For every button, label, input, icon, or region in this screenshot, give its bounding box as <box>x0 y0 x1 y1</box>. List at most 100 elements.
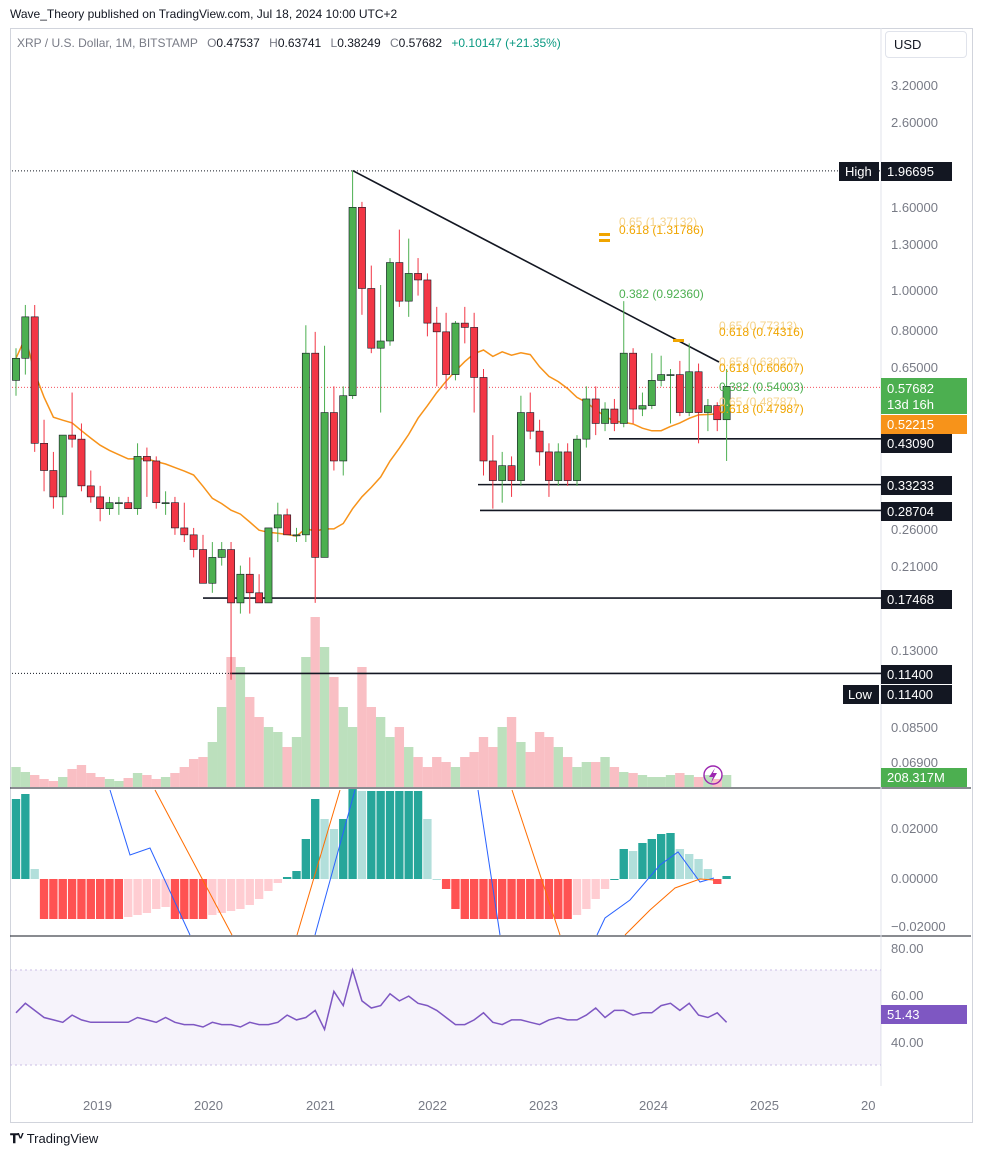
candle-body <box>657 374 666 381</box>
tradingview-logo[interactable]: 𝐓ⱽ TradingView <box>10 1131 98 1147</box>
y-tick: 1.00000 <box>891 283 938 298</box>
high-label: H <box>269 36 278 50</box>
candle-body <box>647 380 656 406</box>
macd-indicator <box>11 789 731 936</box>
high-badge-value: 1.96695 <box>887 164 934 179</box>
candle-body <box>386 262 394 342</box>
candle-body <box>703 405 712 413</box>
candle-body <box>629 352 637 410</box>
volume-bar <box>675 773 685 787</box>
macd-bar <box>152 879 161 909</box>
volume-bar <box>619 772 629 787</box>
volume-bar <box>282 747 292 787</box>
volume-bar <box>600 757 610 787</box>
low-badge-label: Low <box>848 687 872 702</box>
candle-body <box>582 398 591 440</box>
volume-bar <box>385 737 395 787</box>
candle-body <box>21 316 30 359</box>
candle-body <box>451 322 460 375</box>
macd-bar <box>600 879 610 889</box>
macd-bar <box>292 871 301 879</box>
candle-body <box>666 374 675 376</box>
volume-bar <box>432 757 442 787</box>
open-label: O <box>207 36 217 50</box>
candle-body <box>301 352 310 536</box>
macd-bar <box>124 879 133 917</box>
candle-body <box>30 316 39 444</box>
macd-bar <box>273 879 282 883</box>
macd-bar <box>666 833 675 879</box>
x-tick: 20 <box>861 1098 875 1113</box>
support-badge: 0.28704 <box>881 502 952 521</box>
macd-bar <box>39 879 49 919</box>
volume-bar <box>58 777 68 787</box>
macd-bar <box>628 851 638 879</box>
candle-body <box>545 451 553 481</box>
candle-body <box>208 557 217 584</box>
change-value: +0.10147 (+21.35%) <box>451 36 561 50</box>
candle-body <box>245 573 254 594</box>
candle-body <box>685 371 694 413</box>
candle-body <box>264 527 273 604</box>
currency-button[interactable]: USD <box>885 31 967 58</box>
volume-bar <box>329 677 339 787</box>
macd-bar <box>67 879 77 919</box>
symbol-title[interactable]: XRP / U.S. Dollar, 1M, BITSTAMP <box>17 36 198 50</box>
volume-bar <box>132 773 143 787</box>
candle-body <box>554 451 563 481</box>
volume-bar <box>254 717 264 787</box>
candle-body <box>49 470 58 498</box>
fib-label: 0.382 (0.54003) <box>719 380 804 394</box>
macd-bar <box>713 879 722 884</box>
support-badge: 0.33233 <box>881 476 952 495</box>
support-value: 0.43090 <box>887 436 934 451</box>
volume-bar <box>104 779 115 787</box>
fib-levels: 0.65 (1.37132)0.618 (1.31786) 0.382 (0.92… <box>599 215 804 416</box>
macd-line <box>477 789 501 936</box>
candle-body <box>404 273 413 302</box>
volume-bar <box>703 775 713 787</box>
macd-bar <box>329 829 339 879</box>
volume-bar <box>301 657 311 787</box>
fib-label: 0.618 (0.47987) <box>719 402 804 416</box>
fib-label: 0.65 (0.77313) <box>719 319 797 333</box>
candle-body <box>105 502 114 509</box>
macd-bar <box>86 879 95 919</box>
macd-bar <box>376 791 385 879</box>
macd-bar <box>282 877 292 879</box>
candle-body <box>470 327 479 378</box>
low-badge-value: 0.11400 <box>887 687 933 702</box>
candle-body <box>199 549 207 584</box>
volume-bar <box>581 762 592 787</box>
volume-bar <box>516 742 526 787</box>
candle-body <box>442 331 450 375</box>
volume-bar <box>95 777 105 787</box>
candle-body <box>713 405 722 421</box>
volume-bar <box>572 767 582 787</box>
candle-body <box>573 438 581 481</box>
volume-bar <box>469 752 479 787</box>
price-axis: 3.20000 2.60000 1.60000 1.30000 1.00000 … <box>891 78 946 1050</box>
macd-bar <box>432 879 441 880</box>
publisher-line: Wave_Theory published on TradingView.com… <box>10 7 398 21</box>
candle-body <box>227 549 235 604</box>
volume-bar <box>497 727 507 787</box>
volume-bar <box>647 777 657 787</box>
candle-body <box>12 357 20 381</box>
signal-line <box>624 878 715 936</box>
macd-bar <box>105 879 114 919</box>
candle-body <box>460 322 469 328</box>
volume-bar <box>319 647 330 787</box>
volume-bar <box>562 757 573 787</box>
fib-label: 0.618 (0.74316) <box>719 325 804 339</box>
y-tick: 1.60000 <box>891 200 938 215</box>
time-axis: 2019 2020 2021 2022 2023 2024 2025 20 <box>83 1098 875 1113</box>
volume-bar <box>721 775 732 787</box>
fib-label: 0.618 (0.60607) <box>719 361 804 375</box>
volume-bar <box>235 667 246 787</box>
volume-bar <box>291 737 302 787</box>
macd-bar <box>114 879 124 919</box>
macd-bar <box>133 879 142 915</box>
y-tick: 1.30000 <box>891 237 938 252</box>
